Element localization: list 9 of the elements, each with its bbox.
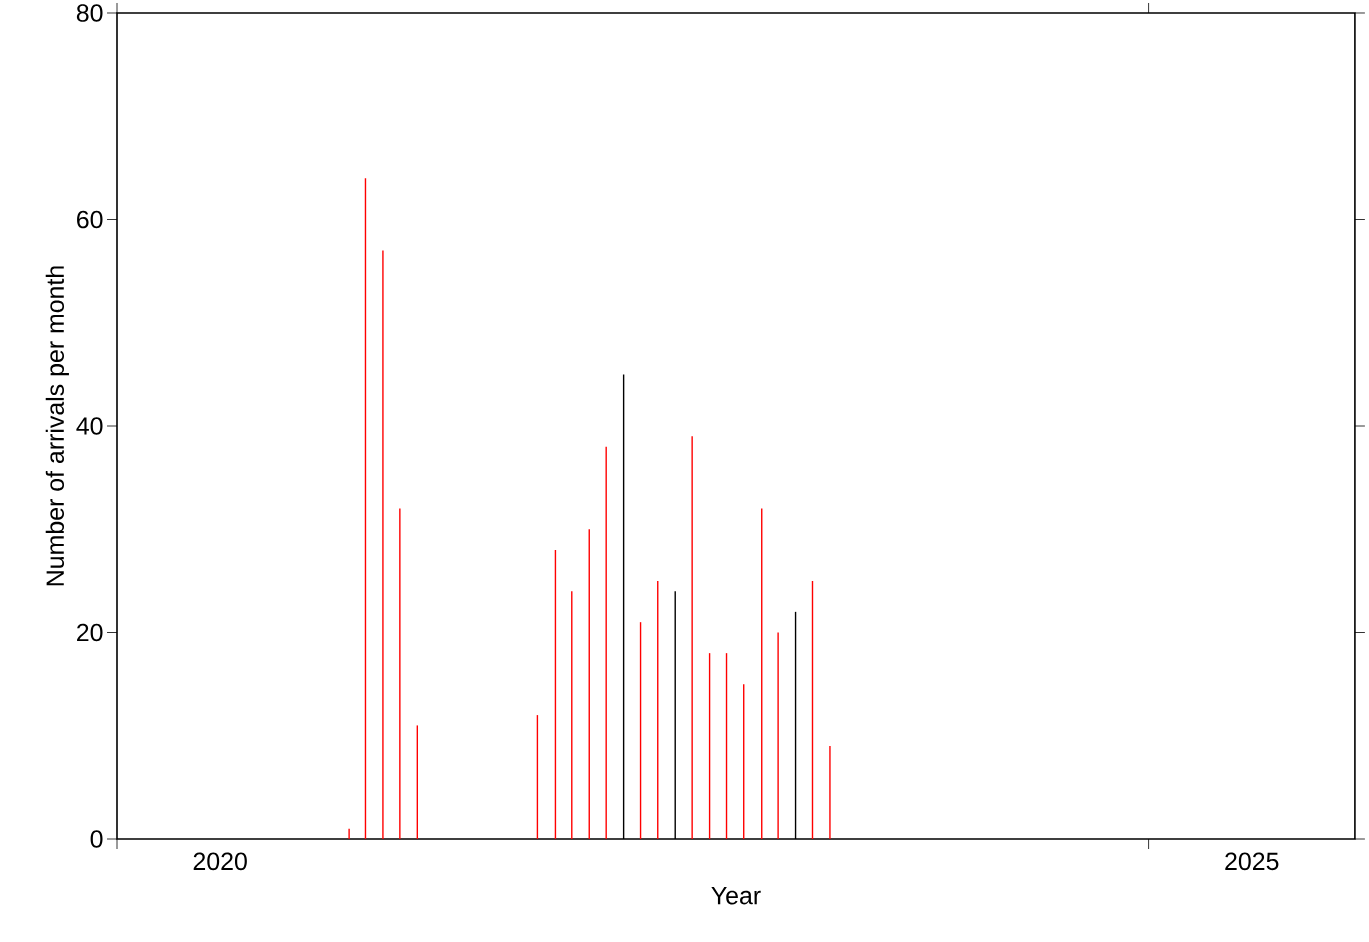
x-tick-label: 2020	[193, 852, 247, 871]
y-tick-label: 20	[77, 623, 103, 642]
y-tick-label: 0	[90, 830, 103, 848]
x-tick-label: 2025	[1225, 852, 1279, 871]
x-axis-title: Year	[711, 886, 761, 905]
y-tick-label: 80	[76, 4, 103, 22]
y-tick-label: 40	[76, 417, 103, 435]
y-tick-label: 60	[77, 210, 103, 229]
y-axis-title: Number of arrivals per month	[45, 266, 69, 586]
